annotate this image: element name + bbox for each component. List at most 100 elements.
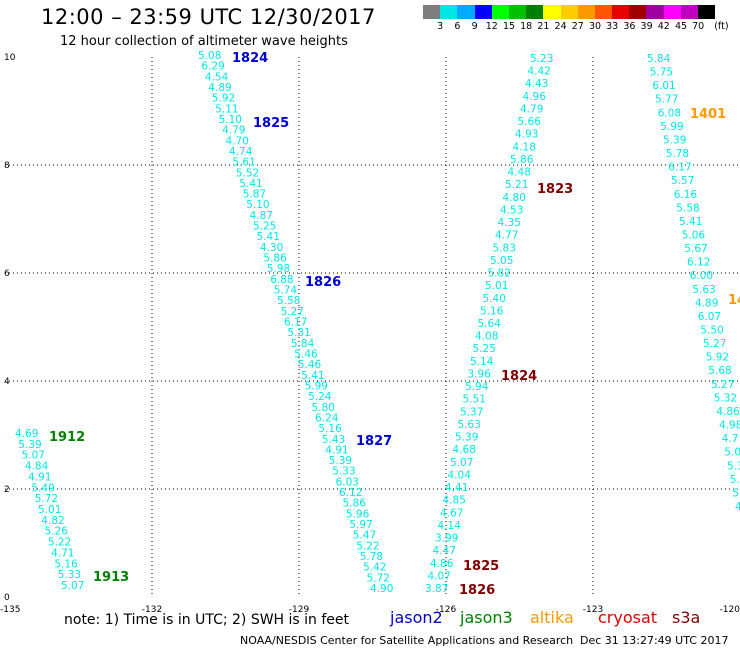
scale-label: 30 xyxy=(588,21,602,32)
swh-value: 4.53 xyxy=(500,204,523,216)
swh-value: 5.22 xyxy=(48,537,71,549)
legend-jason3: jason3 xyxy=(460,608,513,627)
swh-value: 6.12 xyxy=(687,257,710,269)
swh-value: 5.37 xyxy=(460,406,483,418)
swh-value: 4.7 xyxy=(722,433,739,445)
swh-value: 6.12 xyxy=(339,487,362,499)
swh-value: 4.79 xyxy=(520,104,543,116)
swh-value: 4.77 xyxy=(495,230,518,242)
swh-value: 4.35 xyxy=(498,217,521,229)
orbit-number-label: 1826 xyxy=(459,583,495,598)
swh-value: 5.66 xyxy=(518,116,542,128)
y-tick-label: 2 xyxy=(4,485,10,495)
swh-value: 5.58 xyxy=(676,202,699,214)
swh-value: 4.86 xyxy=(430,558,454,570)
scale-swatch xyxy=(474,5,492,19)
orbit-number-label: 1825 xyxy=(253,116,289,131)
swh-value: 5.78 xyxy=(666,148,689,160)
orbit-number-label: 1825 xyxy=(463,559,499,574)
legend-s3a: s3a xyxy=(672,608,701,627)
scale-label: 18 xyxy=(520,21,533,32)
swh-value: 5.84 xyxy=(647,53,671,65)
x-tick-label: -132 xyxy=(142,605,162,615)
swh-value: 5.49 xyxy=(31,482,54,494)
orbit-number-label: 1401 xyxy=(690,107,726,122)
swh-value: 5.3 xyxy=(727,460,740,472)
legend-altika: altika xyxy=(530,608,574,627)
legend-cryosat: cryosat xyxy=(598,608,658,627)
swh-value: 6.17 xyxy=(284,317,307,329)
footer-note: note: 1) Time is in UTC; 2) SWH is in fe… xyxy=(64,612,350,628)
swh-value: 5.47 xyxy=(353,530,376,542)
scale-swatch xyxy=(457,5,475,19)
page-title: 12:00 – 23:59 UTC 12/30/2017 xyxy=(41,5,376,29)
scale-label: 6 xyxy=(454,21,461,32)
swh-value: 5.99 xyxy=(305,381,328,393)
swh-value: 4.69 xyxy=(15,428,38,440)
scale-swatch xyxy=(526,5,544,19)
swh-value: 5.27 xyxy=(711,379,734,391)
swh-value: 4.41 xyxy=(445,482,468,494)
swh-value: 5.07 xyxy=(61,580,84,592)
scale-swatch xyxy=(508,5,527,19)
swh-value: 5.86 xyxy=(510,154,534,166)
x-tick-label: -135 xyxy=(0,605,20,615)
swh-value: 5.14 xyxy=(470,356,494,368)
swh-value: 5.92 xyxy=(706,352,729,364)
scale-label: 70 xyxy=(692,21,705,32)
swh-value: 4.86 xyxy=(716,406,740,418)
scale-label: 45 xyxy=(674,21,688,32)
swh-value: 4.84 xyxy=(25,461,49,473)
swh-value: 4.87 xyxy=(250,210,273,222)
orbit-number-label: 14 xyxy=(728,293,740,308)
swh-value: 5.80 xyxy=(312,402,335,414)
y-tick-label: 10 xyxy=(4,53,16,63)
swh-value: 5.0 xyxy=(724,447,740,459)
swh-value: 5.51 xyxy=(463,394,486,406)
generation-timestamp: Dec 31 13:27:49 UTC 2017 xyxy=(580,634,729,647)
credit-line: NOAA/NESDIS Center for Satellite Applica… xyxy=(240,634,574,647)
scale-label: 3 xyxy=(437,21,444,32)
swh-value: 5.32 xyxy=(714,392,737,404)
swh-value: 5.26 xyxy=(45,526,69,538)
swh-value: 5.33 xyxy=(58,569,81,581)
swh-value: 4.67 xyxy=(440,507,463,519)
swh-value: 4.82 xyxy=(41,515,64,527)
swh-value: 4.89 xyxy=(208,82,231,94)
y-tick-label: 0 xyxy=(4,593,10,603)
swh-value: 5.05 xyxy=(490,255,513,267)
scale-label: 21 xyxy=(537,21,550,32)
scale-label: 24 xyxy=(554,21,567,32)
swh-value: 4.98 xyxy=(719,420,740,432)
swh-value: 5.94 xyxy=(465,381,489,393)
swh-value: 5.25 xyxy=(253,221,276,233)
swh-value: 6.16 xyxy=(674,189,698,201)
swh-value: 5.72 xyxy=(35,493,58,505)
swh-value: 4.68 xyxy=(453,444,476,456)
scale-swatch xyxy=(560,5,578,19)
scale-unit-label: (ft) xyxy=(714,21,729,32)
swh-value: 5. xyxy=(730,474,740,486)
swh-value: 4.43 xyxy=(525,78,548,90)
swh-value: 4.70 xyxy=(226,135,249,147)
swh-value: 4.9 xyxy=(735,501,740,513)
orbit-number-label: 1824 xyxy=(501,369,537,384)
orbit-labels: 1824 1825 1826 1827 1912 1913 1823 1824 1825 1826… xyxy=(49,51,740,598)
scale-swatch xyxy=(663,5,681,19)
swh-value: 5.27 xyxy=(703,338,726,350)
swh-value: 5.77 xyxy=(655,94,678,106)
swh-value: 5.96 xyxy=(346,508,370,520)
x-tick-label: -129 xyxy=(289,605,310,615)
orbit-number-label: 1823 xyxy=(537,182,573,197)
swh-value: 4.74 xyxy=(229,146,253,158)
swh-value: 4.89 xyxy=(695,297,718,309)
scale-label: 27 xyxy=(571,21,584,32)
swh-values: 4.695.395.074.844.915.495.725.014.825.26… xyxy=(15,50,740,595)
swh-value: 5.98 xyxy=(267,263,290,275)
axis-ticks: -135 -132 -129 -126 -123 -120 0 2 4 6 8 10 xyxy=(0,53,740,615)
swh-value: 4.91 xyxy=(28,471,51,483)
swh-value: 5.27 xyxy=(281,306,304,318)
scale-swatch xyxy=(646,5,664,19)
swh-value: 5.84 xyxy=(291,338,315,350)
